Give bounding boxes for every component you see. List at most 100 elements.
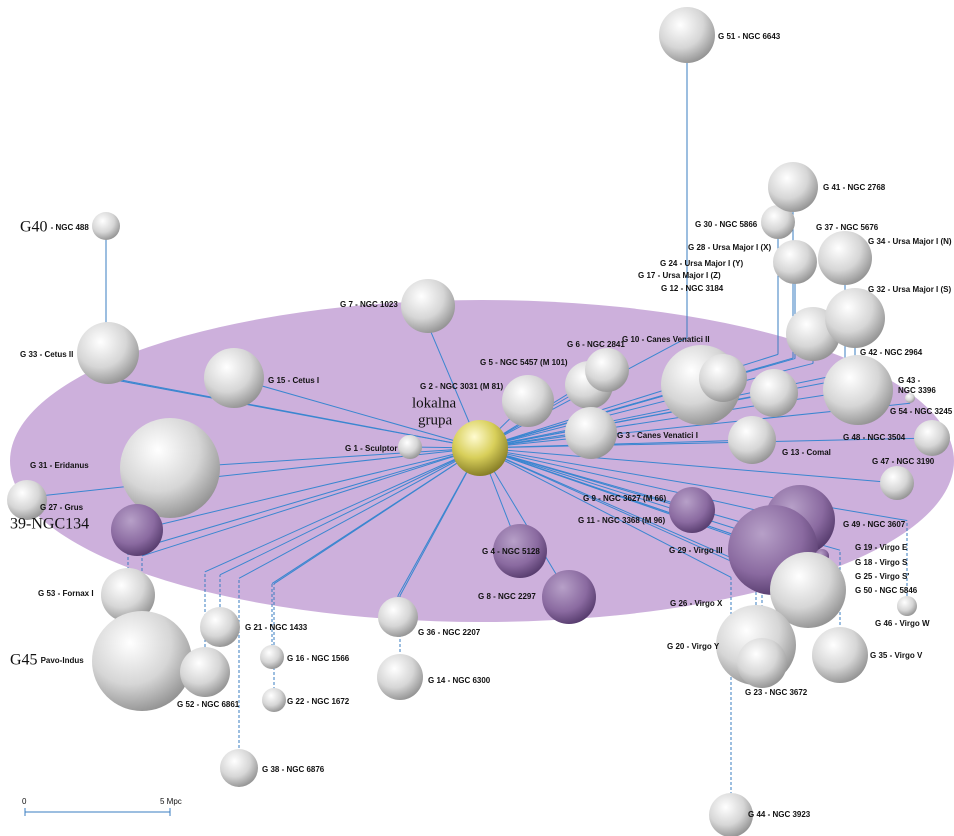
group-label: G 5 - NGC 5457 (M 101) [480,358,568,367]
group-label: G 24 - Ursa Major I (Y) [660,259,743,268]
group-label: G 1 - Sculptor [345,444,397,453]
group-label: G40 [20,219,48,236]
group-label: G 17 - Ursa Major I (Z) [638,271,721,280]
link-line [233,377,481,449]
galaxy-group [880,466,914,500]
galaxy-group [699,354,747,402]
link-line [219,447,481,576]
galaxy-group [750,369,798,417]
link-line [479,447,898,484]
link-line [479,437,933,449]
group-label: G 50 - NGC 5846 [855,586,918,595]
galaxy-group [7,480,47,520]
link-line [169,447,481,469]
group-label: G 51 - NGC 6643 [718,32,781,41]
group-label: G 9 - NGC 3627 (M 66) [583,494,666,503]
group-label: NGC 3396 [898,386,936,395]
group-label: G 35 - Virgo V [870,651,923,660]
galaxy-group [737,638,787,688]
galaxy-group [204,348,264,408]
galaxy-group [565,407,617,459]
group-label: G 44 - NGC 3923 [748,810,811,819]
group-label: G 41 - NGC 2768 [823,183,886,192]
link-line [141,447,481,557]
galaxy-group [92,611,192,711]
link-line [479,447,908,522]
group-label: G 11 - NGC 3368 (M 96) [578,516,665,525]
galaxy-group [77,322,139,384]
galaxy-group [377,654,423,700]
group-label: G 15 - Cetus I [268,376,319,385]
group-label: G 53 - Fornax I [38,589,94,598]
center-label: grupa [418,412,452,428]
galaxy-group [542,570,596,624]
link-line [479,447,570,596]
group-label: G 32 - Ursa Major I (S) [868,285,951,294]
group-label: G 36 - NGC 2207 [418,628,481,637]
galaxy-group [200,607,240,647]
group-label: G 54 - NGC 3245 [890,407,953,416]
group-label: G45 [10,652,38,669]
group-label: G 4 - NGC 5128 [482,547,540,556]
link-line [479,439,753,449]
link-line [399,447,481,597]
group-label: G 26 - Virgo X [670,599,723,608]
link-line [479,447,801,521]
galaxy-group [905,393,915,403]
galaxy-group [823,355,893,425]
galaxy-group [825,288,885,348]
scale-label: 0 [22,797,27,806]
link-line [273,447,481,585]
group-label: G 27 - Grus [40,503,84,512]
galaxy-group [493,524,547,578]
link-line [136,447,481,531]
group-label: G 49 - NGC 3607 [843,520,906,529]
group-label: G 31 - Eridanus [30,461,89,470]
galaxy-group [101,568,155,622]
group-label: G 12 - NGC 3184 [661,284,724,293]
group-label: G 18 - Virgo S [855,558,908,567]
group-label: G 37 - NGC 5676 [816,223,879,232]
group-label: G 7 - NGC 1023 [340,300,398,309]
galaxy-group [262,688,286,712]
group-label: G 22 - NGC 1672 [287,697,350,706]
center-label: lokalna [412,395,456,411]
galaxy-group [220,749,258,787]
scale-label: 5 Mpc [160,797,182,806]
group-label: G 16 - NGC 1566 [287,654,350,663]
group-label: G 8 - NGC 2297 [478,592,536,601]
group-label: G 48 - NGC 3504 [843,433,906,442]
galaxy-group [914,420,950,456]
scale-bar: 0 5 Mpc [22,797,182,816]
galaxy-group [585,348,629,392]
galaxy-group [897,596,917,616]
group-label: G 19 - Virgo E [855,543,908,552]
galaxy-group [401,279,455,333]
galaxy-group [502,375,554,427]
galaxy-group [773,240,817,284]
galaxy-group [669,487,715,533]
link-line [479,447,732,578]
group-label: G 47 - NGC 3190 [872,457,935,466]
galaxy-group [659,7,715,63]
group-label: - NGC 488 [51,223,90,232]
galaxy-group [812,627,868,683]
group-label: G 33 - Cetus II [20,350,73,359]
group-label: Pavo-Indus [41,656,85,665]
group-label: G 13 - Comal [782,448,831,457]
galaxy-group [770,552,846,628]
galaxy-group [120,418,220,518]
group-label: G 2 - NGC 3031 (M 81) [420,382,503,391]
group-label: G 21 - NGC 1433 [245,623,308,632]
link-line [204,447,481,573]
group-label: G 52 - NGC 6861 [177,700,240,709]
group-label: G 23 - NGC 3672 [745,688,808,697]
group-label: G 6 - NGC 2841 [567,340,625,349]
galaxy-group [260,645,284,669]
group-label: 39-NGC134 [10,516,89,533]
group-label: G 10 - Canes Venatici II [622,335,710,344]
group-label: G 28 - Ursa Major I (X) [688,243,771,252]
group-label: G 43 - [898,376,921,385]
galaxy-group [378,597,418,637]
